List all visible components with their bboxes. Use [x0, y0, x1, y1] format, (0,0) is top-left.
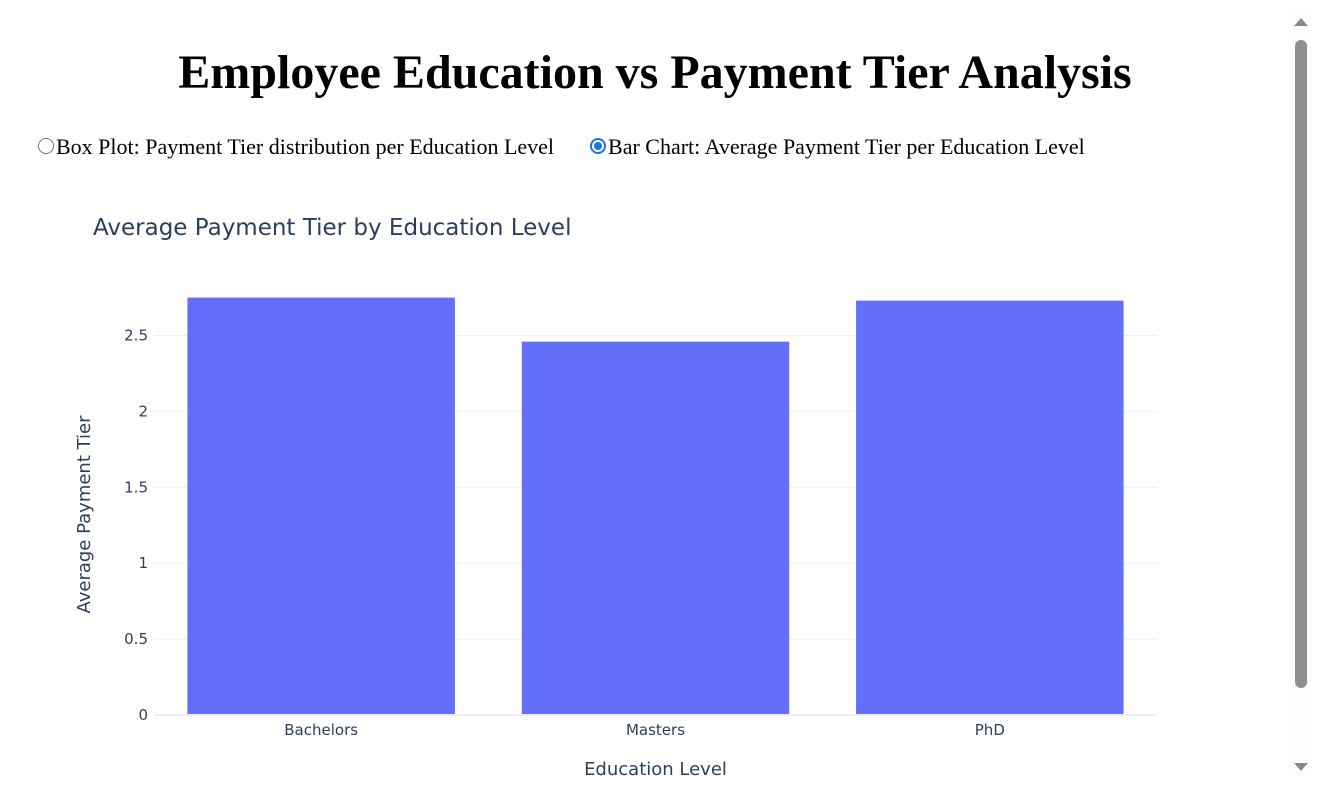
x-tick-label: Bachelors	[284, 721, 358, 739]
y-tick-label: 1.5	[124, 478, 148, 496]
y-tick-label: 2	[138, 402, 148, 420]
y-tick-label: 0	[138, 706, 148, 724]
x-tick-label: Masters	[626, 721, 685, 739]
y-tick-label: 2.5	[124, 327, 148, 345]
bar	[856, 300, 1124, 715]
y-tick-label: 0.5	[124, 630, 148, 648]
chart-title: Average Payment Tier by Education Level	[93, 215, 571, 241]
vertical-scrollbar[interactable]	[1290, 12, 1312, 777]
bar-chart-option-label: Bar Chart: Average Payment Tier per Educ…	[608, 134, 1085, 159]
scroll-up-arrow-icon[interactable]	[1294, 18, 1308, 26]
x-tick-label: PhD	[975, 721, 1005, 739]
y-axis-title: Average Payment Tier	[74, 415, 95, 614]
scroll-down-arrow-icon[interactable]	[1294, 763, 1308, 771]
bar-chart: 0 0.5 1 1.5 2 2.5 Bachelors Masters PhD Average P…	[74, 215, 1157, 780]
bar-chart-option[interactable]: Bar Chart: Average Payment Tier per Educ…	[590, 134, 1085, 160]
box-plot-option[interactable]: Box Plot: Payment Tier distribution per …	[38, 134, 554, 160]
scrollbar-thumb[interactable]	[1295, 40, 1307, 688]
box-plot-radio[interactable]	[38, 137, 54, 154]
bar	[521, 341, 790, 715]
x-axis-title: Education Level	[584, 759, 727, 780]
bar	[187, 297, 455, 715]
page-title: Employee Education vs Payment Tier Analy…	[178, 46, 1132, 99]
chart-type-selector: Box Plot: Payment Tier distribution per …	[38, 133, 1085, 161]
chart-container: 0 0.5 1 1.5 2 2.5 Bachelors Masters PhD Average P…	[0, 190, 1290, 790]
box-plot-option-label: Box Plot: Payment Tier distribution per …	[56, 134, 555, 159]
y-tick-label: 1	[138, 554, 148, 572]
bar-chart-radio[interactable]	[590, 137, 607, 154]
